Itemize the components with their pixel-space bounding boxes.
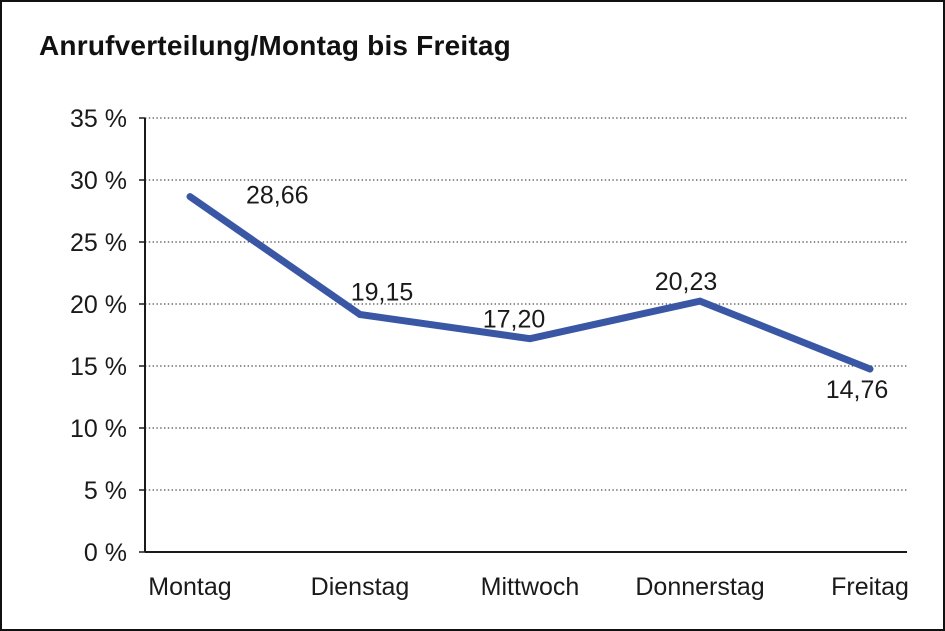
- data-point-label: 14,76: [826, 376, 889, 404]
- y-axis-tick-label: 35 %: [70, 105, 127, 133]
- y-axis-tick-label: 0 %: [84, 539, 127, 567]
- data-point-label: 28,66: [246, 182, 309, 210]
- y-axis-tick-label: 30 %: [70, 167, 127, 195]
- chart-title: Anrufverteilung/Montag bis Freitag: [39, 30, 511, 61]
- data-line-series[interactable]: [186, 193, 874, 373]
- x-axis-category-label: Donnerstag: [635, 573, 764, 601]
- data-point-label: 17,20: [483, 306, 546, 334]
- x-axis-category-label: Montag: [148, 573, 231, 601]
- y-axis-tick-label: 25 %: [70, 229, 127, 257]
- y-axis-tick-label: 10 %: [70, 415, 127, 443]
- x-axis-category-label: Dienstag: [311, 573, 410, 601]
- x-axis-category-label: Freitag: [831, 573, 909, 601]
- x-axis-category-label: Mittwoch: [481, 573, 580, 601]
- data-point-label: 19,15: [351, 279, 414, 307]
- data-point-label: 20,23: [655, 268, 718, 296]
- y-axis-tick-label: 15 %: [70, 353, 127, 381]
- y-axis-tick-label: 5 %: [84, 477, 127, 505]
- y-axis-tick-label: 20 %: [70, 291, 127, 319]
